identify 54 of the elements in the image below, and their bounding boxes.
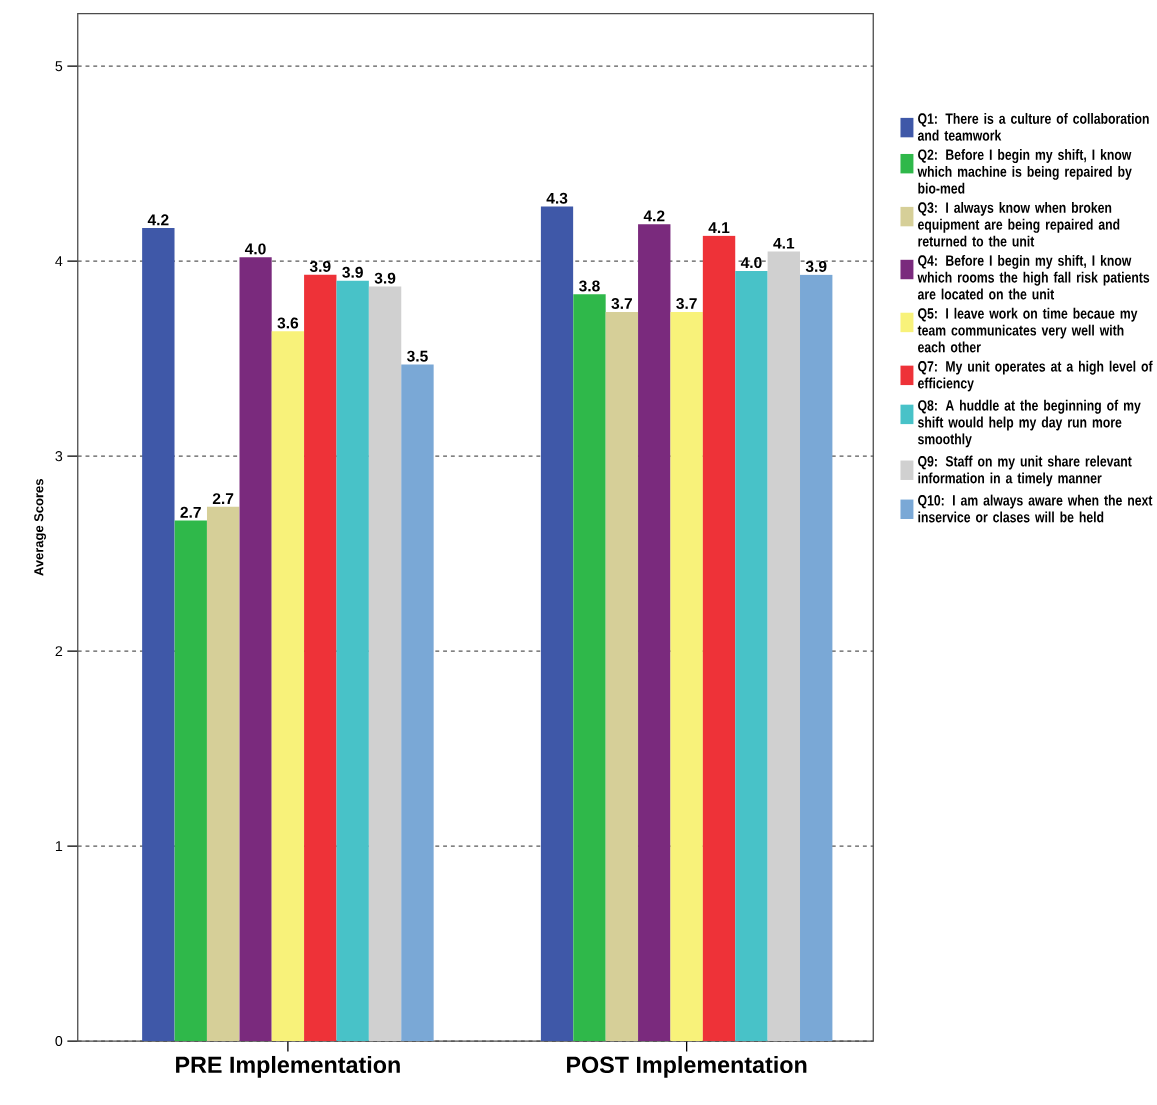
- data-label: 3.9: [342, 266, 363, 278]
- data-label: 3.8: [579, 280, 600, 292]
- data-label: 3.9: [309, 260, 331, 272]
- data-label: 4.3: [546, 192, 568, 204]
- bar: [638, 224, 671, 1041]
- bar: [735, 270, 768, 1041]
- data-label: 3.9: [374, 272, 396, 284]
- legend-label: Q3: I always know when broken equipment are being repaired and returned to the unit: [918, 201, 1120, 247]
- legend-label: Q5: I leave work on time becaue my team communicates very well with each other: [917, 307, 1138, 353]
- bar: [670, 311, 703, 1041]
- legend-label: Q4: Before I begin my shift, I know which rooms the high fall risk patients are located on the unit: [917, 254, 1150, 300]
- data-label: 3.9: [805, 260, 827, 272]
- bar: [368, 286, 402, 1041]
- bar: [174, 520, 207, 1041]
- bar: [142, 227, 175, 1041]
- bar: [767, 251, 801, 1041]
- bar: [605, 311, 639, 1041]
- data-label: 4.0: [740, 257, 762, 268]
- data-label: 4.2: [643, 210, 665, 222]
- bar: [573, 294, 606, 1041]
- data-label: 3.5: [407, 350, 428, 362]
- legend-label: Q10: I am always aware when the next inservice or clases will be held: [918, 494, 1153, 523]
- data-label: 3.7: [676, 297, 697, 309]
- data-label: 4.1: [708, 222, 730, 233]
- y-tick-label: 0: [55, 1035, 63, 1046]
- data-label: 2.7: [180, 506, 201, 518]
- y-tick-label: 2: [55, 646, 63, 656]
- y-tick-label: 1: [55, 841, 63, 851]
- data-label: 4.0: [244, 243, 266, 255]
- bar: [304, 274, 337, 1041]
- legend-label: Q9: Staff on my unit share relevant information in a timely manner: [918, 455, 1132, 487]
- bar: [800, 274, 833, 1041]
- bar: [702, 235, 736, 1041]
- bar: [271, 331, 305, 1041]
- bar: [239, 257, 272, 1041]
- x-tick-label: POST Implementation: [567, 1055, 807, 1078]
- legend-label: Q2: Before I begin my shift, I know which machine is being repaired by bio-med: [917, 148, 1132, 194]
- data-label: 3.6: [277, 317, 299, 329]
- bar: [401, 364, 434, 1041]
- bar: [540, 206, 574, 1041]
- bar: [336, 280, 369, 1041]
- data-label: 2.7: [212, 493, 234, 504]
- y-tick-label: 3: [55, 451, 63, 462]
- bar: [206, 506, 240, 1041]
- legend-label: Q7: My unit operates at a high level of efficiency: [918, 360, 1153, 392]
- y-tick-label: 5: [55, 61, 63, 72]
- y-tick-label: 4: [55, 256, 63, 267]
- data-label: 4.1: [773, 237, 795, 249]
- x-tick-label: PRE Implementation: [176, 1055, 400, 1078]
- legend-label: Q1: There is a culture of collaboration and teamwork: [917, 112, 1149, 141]
- data-label: 4.2: [147, 214, 169, 226]
- y-axis-title: Average Scores: [34, 479, 46, 576]
- legend-label: Q8: A huddle at the beginning of my shift would help my day run more smoothly: [918, 399, 1141, 448]
- data-label: 3.7: [611, 297, 632, 309]
